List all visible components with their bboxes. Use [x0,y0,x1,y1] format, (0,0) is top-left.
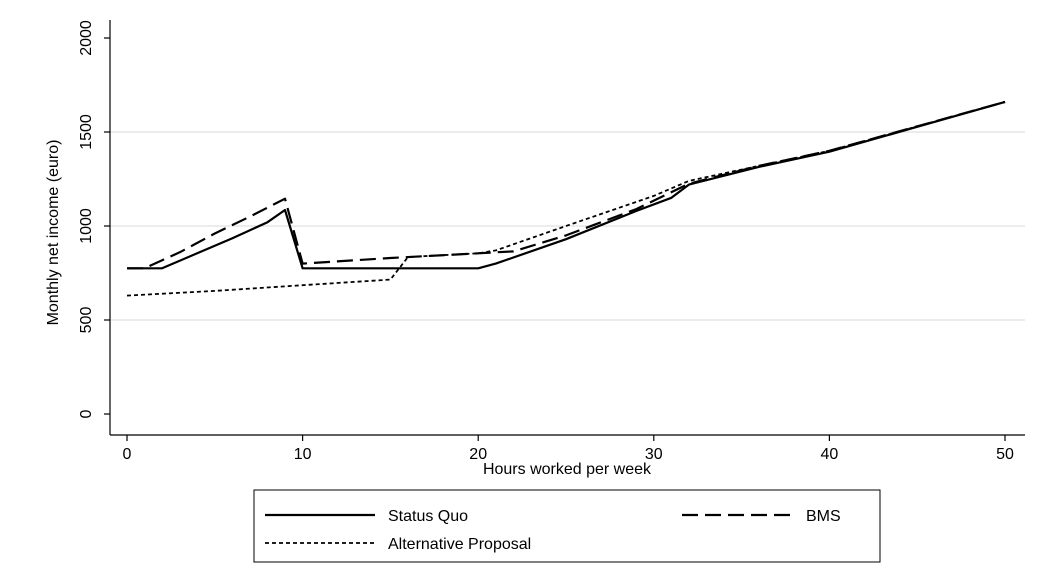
legend: Status Quo BMS Alternative Proposal [253,489,881,563]
y-tick-label: 1500 [78,114,95,150]
x-tick-label: 20 [469,446,487,463]
legend-label-alternative-proposal: Alternative Proposal [388,536,531,553]
x-tick-label: 30 [645,446,663,463]
x-axis-ticks: 0 10 20 30 40 50 [123,435,1014,463]
legend-label-bms: BMS [806,508,841,525]
x-tick-label: 50 [996,446,1014,463]
x-axis-title: Hours worked per week [483,461,652,478]
series-lines [126,100,1006,297]
y-axis-ticks: 0 500 1000 1500 2000 [78,20,110,418]
y-tick-label: 500 [78,307,95,334]
x-tick-label: 0 [123,446,132,463]
y-tick-label: 2000 [78,20,95,56]
series-line-alternative-proposal [126,101,1006,297]
legend-label-status-quo: Status Quo [388,508,468,525]
y-axis-title: Monthly net income (euro) [45,140,62,326]
x-tick-label: 40 [821,446,839,463]
series-line-bms [127,100,1006,270]
legend-box [253,489,881,563]
y-tick-label: 0 [78,409,95,418]
x-tick-label: 10 [294,446,312,463]
y-tick-label: 1000 [78,208,95,244]
series-line-status-quo [127,100,1006,270]
